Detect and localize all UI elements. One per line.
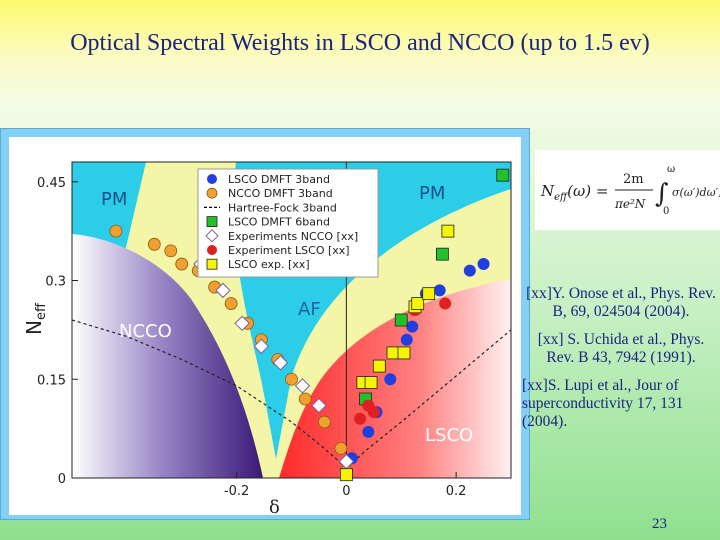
chart-panel: PM PM AF NCCO LSCO Neff δ -0.2 0 0.2 0 0.15 0… — [0, 128, 530, 520]
legend-marker — [205, 229, 219, 243]
x-tick-label: 0.2 — [446, 484, 467, 499]
point-ncco-dmft-3band — [285, 372, 298, 386]
point-ncco-dmft-3band — [175, 257, 189, 271]
legend-box — [197, 168, 379, 278]
point-ncco-dmft-3band — [298, 392, 312, 406]
point-lsco-dmft-3band — [433, 284, 446, 297]
point-lsco-exp- — [386, 346, 400, 360]
point-experiment-lsco — [354, 412, 367, 425]
point-lsco-dmft-3band — [362, 425, 375, 438]
point-lsco-exp- — [339, 468, 353, 482]
point-lsco-exp- — [364, 376, 378, 389]
point-ncco-dmft-3band — [334, 441, 348, 455]
point-lsco-exp- — [411, 297, 425, 310]
point-ncco-dmft-3band — [109, 224, 123, 238]
y-tick-label: 0.15 — [37, 373, 66, 388]
label-pm-left: PM — [101, 189, 127, 210]
point-experiment-lsco — [367, 406, 380, 419]
formula-integrand: σ(ω′)dω′, — [672, 186, 720, 199]
legend-label: Experiments NCCO [xx] — [228, 230, 358, 243]
point-ncco-dmft-3band — [318, 415, 331, 429]
reference-2: [xx] S. Uchida et al., Phys. Rev. B 43, … — [537, 331, 705, 366]
point-lsco-exp- — [372, 359, 386, 373]
legend-label: Hartree-Fock 3band — [228, 201, 337, 214]
point-ncco-dmft-3band — [147, 237, 161, 251]
y-tick-label: 0.3 — [45, 275, 66, 290]
reference-3: [xx]S. Lupi et al., Jour of superconduct… — [522, 377, 684, 430]
formula-denominator: πe²N — [614, 197, 646, 211]
page-number: 23 — [652, 516, 667, 532]
point-lsco-dmft-6band — [394, 313, 408, 327]
label-pm-right: PM — [419, 183, 445, 204]
integral-lower: 0 — [663, 206, 669, 217]
label-ncco: NCCO — [119, 321, 172, 342]
point-experiments-ncco — [253, 338, 270, 355]
slide-title: Optical Spectral Weights in LSCO and NCC… — [70, 30, 650, 56]
y-tick-label: 0 — [58, 472, 66, 487]
legend-label: LSCO exp. [xx] — [228, 258, 310, 271]
point-lsco-exp- — [441, 224, 455, 238]
legend-label: LSCO DMFT 3band — [228, 173, 330, 186]
legend-marker — [207, 174, 217, 184]
point-lsco-exp- — [422, 287, 436, 301]
legend-marker — [206, 187, 218, 199]
formula-lhs: Neff(ω) = — [540, 182, 608, 203]
y-tick-label: 0.45 — [37, 176, 66, 191]
point-experiments-ncco — [272, 355, 289, 371]
formula-svg: Neff(ω) = 2m πe²N ∫ ω 0 σ(ω′)dω′, — [540, 164, 720, 217]
x-tick-label: -0.2 — [224, 484, 249, 499]
axis-ticks: -0.2 0 0.2 0 0.15 0.3 0.45 — [37, 176, 466, 499]
point-lsco-dmft-6band — [436, 247, 449, 261]
point-lsco-dmft-3band — [400, 333, 413, 346]
integral-upper: ω — [667, 164, 675, 175]
point-lsco-dmft-6band — [496, 168, 510, 182]
y-axis-label: Neff — [22, 302, 49, 335]
reference-1: [xx]Y. Onose et al., Phys. Rev. B, 69, 0… — [526, 285, 716, 320]
legend-marker — [206, 216, 218, 227]
legend-marker — [207, 245, 217, 255]
legend-marker — [206, 258, 218, 270]
point-lsco-dmft-3band — [477, 258, 490, 271]
point-ncco-dmft-3band — [164, 244, 178, 258]
point-lsco-dmft-3band — [463, 264, 476, 277]
references: [xx]Y. Onose et al., Phys. Rev. B, 69, 0… — [522, 285, 720, 441]
legend-label: NCCO DMFT 3band — [228, 187, 333, 200]
point-experiment-lsco — [439, 297, 452, 310]
integral-sign: ∫ — [655, 179, 669, 209]
x-axis-label: δ — [269, 497, 280, 518]
point-experiments-ncco — [311, 397, 327, 414]
point-lsco-exp- — [397, 346, 411, 360]
legend-label: LSCO DMFT 6band — [228, 216, 330, 229]
point-lsco-dmft-3band — [406, 320, 419, 333]
phase-diagram-chart: PM PM AF NCCO LSCO Neff δ -0.2 0 0.2 0 0.15 0… — [9, 137, 521, 518]
formula-numerator: 2m — [623, 172, 644, 187]
label-lsco: LSCO — [425, 425, 473, 446]
point-lsco-dmft-3band — [384, 373, 397, 386]
point-experiments-ncco — [234, 315, 250, 331]
point-experiments-ncco — [215, 282, 231, 299]
data-markers — [109, 168, 510, 482]
hartree-fock-line — [71, 319, 512, 469]
point-ncco-dmft-3band — [224, 297, 238, 310]
x-tick-label: 0 — [342, 484, 350, 499]
label-af: AF — [298, 299, 321, 320]
formula-box: Neff(ω) = 2m πe²N ∫ ω 0 σ(ω′)dω′, — [535, 150, 720, 230]
point-experiments-ncco — [294, 378, 311, 394]
ncco-region — [72, 234, 263, 478]
legend-label: Experiment LSCO [xx] — [228, 244, 350, 257]
